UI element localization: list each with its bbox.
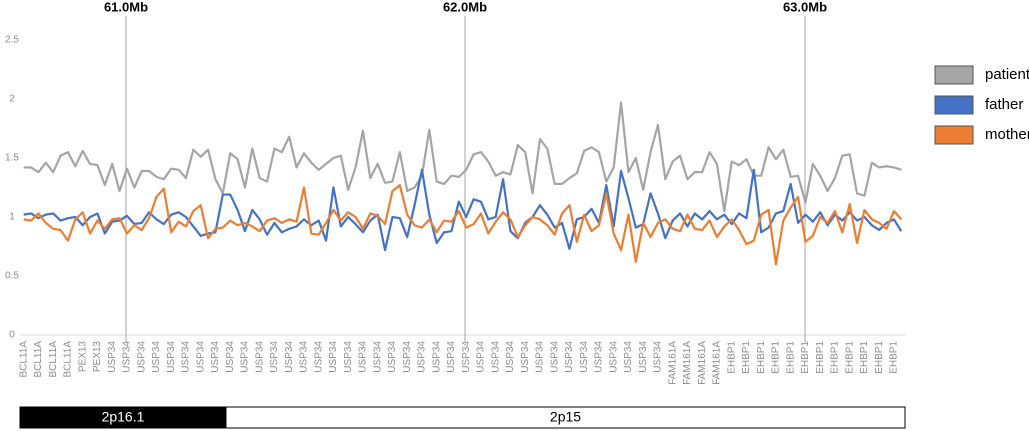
x-tick-label: FAM161A (712, 341, 723, 385)
x-tick-label: EHBP1 (874, 341, 885, 374)
x-tick-label: USP34 (328, 341, 339, 373)
chromosome-band (225, 406, 906, 429)
x-tick-label: BCL11A (33, 341, 44, 378)
x-tick-label: USP34 (446, 341, 457, 373)
x-tick-label: USP34 (431, 341, 442, 373)
x-tick-label: EHBP1 (844, 341, 855, 374)
legend-label: patient (985, 66, 1029, 83)
x-tick-label: EHBP1 (859, 341, 870, 374)
x-tick-label: USP34 (564, 341, 575, 373)
x-tick-label: USP34 (417, 341, 428, 373)
x-tick-label: USP34 (358, 341, 369, 373)
x-tick-label: USP34 (254, 341, 265, 373)
x-tick-label: USP34 (181, 341, 192, 373)
x-tick-label: FAM161A (682, 341, 693, 385)
x-tick-label: USP34 (122, 341, 133, 373)
x-tick-label: USP34 (520, 341, 531, 373)
y-tick-label: 0 (9, 330, 15, 341)
x-tick-label: USP34 (210, 341, 221, 373)
series-line (23, 184, 903, 266)
x-tick-label: EHBP1 (889, 341, 900, 374)
x-tick-label: EHBP1 (771, 341, 782, 374)
legend-label: mother (985, 126, 1029, 143)
x-tick-label: USP34 (107, 341, 118, 373)
legend-label: father (985, 96, 1023, 113)
series-line (23, 101, 902, 213)
legend-swatch (934, 95, 974, 115)
legend-swatch (934, 125, 974, 145)
series-line (23, 168, 903, 252)
x-tick-label: BCL11A (48, 341, 59, 378)
x-tick-label: USP34 (387, 341, 398, 373)
x-tick-label: USP34 (269, 341, 280, 373)
x-tick-label: PEX13 (92, 341, 103, 373)
x-tick-label: EHBP1 (785, 341, 796, 374)
x-tick-label: BCL11A (63, 341, 74, 378)
position-label: 63.0Mb (783, 0, 827, 14)
x-tick-label: USP34 (476, 341, 487, 373)
x-tick-label: USP34 (195, 341, 206, 373)
x-tick-label: USP34 (461, 341, 472, 373)
x-tick-label: USP34 (299, 341, 310, 373)
position-label: 62.0Mb (443, 0, 487, 14)
legend-swatch (934, 65, 974, 85)
x-tick-label: USP34 (240, 341, 251, 373)
x-tick-label: USP34 (653, 341, 664, 373)
x-tick-label: USP34 (343, 341, 354, 373)
x-tick-label: USP34 (136, 341, 147, 373)
y-tick-label: 0.5 (5, 271, 19, 282)
x-tick-label: USP34 (372, 341, 383, 373)
x-tick-label: USP34 (505, 341, 516, 373)
y-tick-label: 1 (9, 212, 15, 223)
x-tick-label: USP34 (490, 341, 501, 373)
x-tick-label: USP34 (594, 341, 605, 373)
x-tick-label: USP34 (284, 341, 295, 373)
x-tick-label: PEX13 (77, 341, 88, 373)
x-tick-label: USP34 (638, 341, 649, 373)
x-tick-label: BCL11A (18, 341, 29, 378)
x-tick-label: USP34 (166, 341, 177, 373)
y-tick-label: 2 (9, 94, 15, 105)
x-tick-label: FAM161A (697, 341, 708, 385)
x-tick-label: EHBP1 (830, 341, 841, 374)
x-tick-label: EHBP1 (741, 341, 752, 374)
y-tick-label: 2.5 (5, 35, 19, 46)
x-tick-label: USP34 (313, 341, 324, 373)
x-tick-label: USP34 (608, 341, 619, 373)
x-tick-label: EHBP1 (800, 341, 811, 374)
position-label: 61.0Mb (104, 0, 148, 14)
x-tick-label: USP34 (549, 341, 560, 373)
x-tick-label: EHBP1 (756, 341, 767, 374)
x-tick-label: FAM161A (667, 341, 678, 385)
band-label: 2p16.1 (102, 409, 145, 425)
x-tick-label: EHBP1 (726, 341, 737, 374)
band-label: 2p15 (550, 409, 581, 425)
x-tick-label: USP34 (402, 341, 413, 373)
y-tick-label: 1.5 (5, 153, 19, 164)
x-tick-label: EHBP1 (815, 341, 826, 374)
x-tick-label: USP34 (225, 341, 236, 373)
x-tick-label: USP34 (535, 341, 546, 373)
x-tick-label: USP34 (151, 341, 162, 373)
x-tick-label: USP34 (623, 341, 634, 373)
x-tick-label: USP34 (579, 341, 590, 373)
